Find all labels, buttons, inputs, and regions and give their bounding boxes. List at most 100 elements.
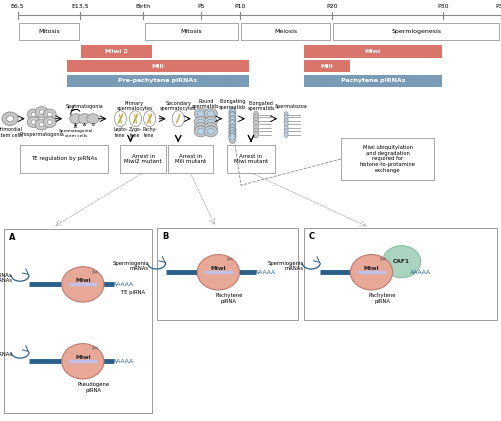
Circle shape — [207, 125, 214, 131]
Circle shape — [31, 120, 36, 124]
Text: Pachytene piRNAs: Pachytene piRNAs — [340, 78, 404, 83]
Ellipse shape — [253, 131, 258, 138]
Text: C: C — [308, 232, 314, 241]
Bar — [241, 23, 330, 40]
Text: P35: P35 — [494, 4, 501, 9]
Ellipse shape — [253, 114, 258, 121]
Circle shape — [47, 120, 52, 124]
Text: E6.5: E6.5 — [11, 4, 25, 9]
Circle shape — [194, 108, 207, 119]
Ellipse shape — [228, 108, 235, 118]
Text: Spermatogonia: Spermatogonia — [65, 104, 103, 109]
Circle shape — [78, 114, 90, 124]
Text: AAAAA: AAAAA — [113, 282, 134, 287]
Text: P10: P10 — [234, 4, 245, 9]
Ellipse shape — [129, 111, 141, 127]
Text: Miwi: Miwi — [363, 266, 379, 271]
Bar — [167, 145, 212, 173]
Text: Pachy-
tene: Pachy- tene — [142, 127, 157, 138]
Circle shape — [197, 111, 204, 117]
Text: Pachytene
piRNA: Pachytene piRNA — [215, 293, 242, 304]
Circle shape — [35, 107, 48, 117]
Text: Arrest in
Miwi2 mutant: Arrest in Miwi2 mutant — [124, 154, 161, 164]
Bar — [303, 75, 441, 87]
Text: AAAAA: AAAAA — [254, 270, 275, 275]
Ellipse shape — [229, 108, 234, 115]
Bar — [67, 75, 248, 87]
Text: Spermiogenic
mRNAs: Spermiogenic mRNAs — [113, 261, 149, 271]
Ellipse shape — [284, 115, 288, 120]
Ellipse shape — [143, 111, 155, 127]
Text: P30: P30 — [436, 4, 448, 9]
Text: ✂: ✂ — [226, 256, 232, 264]
Ellipse shape — [229, 116, 234, 123]
Text: Arrest in
Mili mutant: Arrest in Mili mutant — [174, 154, 205, 164]
Circle shape — [194, 117, 207, 128]
Text: Lepto-
tene: Lepto- tene — [113, 127, 128, 138]
Text: AAAAA: AAAAA — [113, 359, 134, 364]
Text: Elongating
spermatids: Elongating spermatids — [218, 99, 245, 110]
Circle shape — [43, 109, 56, 120]
Circle shape — [207, 119, 214, 125]
Text: A: A — [9, 233, 16, 242]
Text: P20: P20 — [325, 4, 337, 9]
Text: Mili: Mili — [320, 64, 333, 69]
Bar — [303, 228, 496, 320]
Text: A
Spermatogonial
stem cells: A Spermatogonial stem cells — [59, 125, 93, 138]
Text: lncRNAs
mRNAs: lncRNAs mRNAs — [0, 273, 13, 283]
Text: Miwi: Miwi — [75, 278, 91, 282]
Text: TE regulation by piRNAs: TE regulation by piRNAs — [31, 157, 97, 161]
Ellipse shape — [284, 129, 288, 134]
Text: Elongated
spermatids: Elongated spermatids — [247, 101, 274, 112]
Text: Spermiogenic
mRNAs: Spermiogenic mRNAs — [267, 261, 303, 271]
Bar — [4, 229, 152, 413]
Ellipse shape — [253, 120, 258, 127]
Text: Pre-pachytene piRNAs: Pre-pachytene piRNAs — [118, 78, 197, 83]
Bar — [19, 23, 79, 40]
Circle shape — [207, 128, 214, 134]
Circle shape — [194, 126, 207, 137]
Ellipse shape — [228, 130, 235, 141]
Circle shape — [197, 128, 204, 134]
Text: mRNAs: mRNAs — [0, 352, 13, 357]
Text: ✂: ✂ — [379, 256, 385, 264]
Ellipse shape — [228, 124, 235, 135]
Bar — [81, 45, 152, 58]
Ellipse shape — [229, 120, 234, 127]
Ellipse shape — [284, 121, 288, 126]
Ellipse shape — [229, 125, 234, 131]
Ellipse shape — [229, 131, 234, 137]
Text: Spermiogenesis: Spermiogenesis — [391, 29, 440, 34]
Bar — [67, 60, 248, 72]
Bar — [226, 145, 274, 173]
Text: Zygo-
tene: Zygo- tene — [129, 127, 142, 138]
Text: B: B — [91, 123, 94, 127]
Ellipse shape — [228, 133, 235, 143]
Text: Mili: Mili — [151, 64, 164, 69]
Text: CAF1: CAF1 — [392, 259, 409, 264]
Text: Round
spermatids: Round spermatids — [192, 99, 219, 109]
Text: Miwi ubiquitylation
and degradation
required for
histone-to-protamine
exchange: Miwi ubiquitylation and degradation requ… — [359, 145, 415, 173]
Text: ✂: ✂ — [91, 344, 97, 353]
Circle shape — [204, 117, 217, 128]
Bar — [333, 23, 498, 40]
Text: Primordial
stem cells: Primordial stem cells — [0, 127, 23, 138]
Ellipse shape — [253, 128, 258, 135]
Text: TE piRNA: TE piRNA — [121, 290, 145, 295]
Text: ✂: ✂ — [91, 267, 97, 277]
Circle shape — [204, 123, 217, 133]
Circle shape — [27, 117, 40, 128]
Text: Meiosis: Meiosis — [274, 29, 297, 34]
Text: E13.5: E13.5 — [72, 4, 89, 9]
Circle shape — [7, 116, 14, 122]
Text: Secondary
spermatocytes: Secondary spermatocytes — [160, 101, 196, 112]
Circle shape — [43, 117, 56, 128]
Text: Primary
spermatocytes: Primary spermatocytes — [116, 101, 152, 112]
Text: Miwi 2: Miwi 2 — [105, 49, 128, 54]
Circle shape — [194, 123, 207, 133]
Bar — [144, 23, 238, 40]
Circle shape — [197, 255, 239, 290]
Ellipse shape — [284, 125, 288, 131]
Circle shape — [197, 119, 204, 125]
Circle shape — [207, 111, 214, 117]
